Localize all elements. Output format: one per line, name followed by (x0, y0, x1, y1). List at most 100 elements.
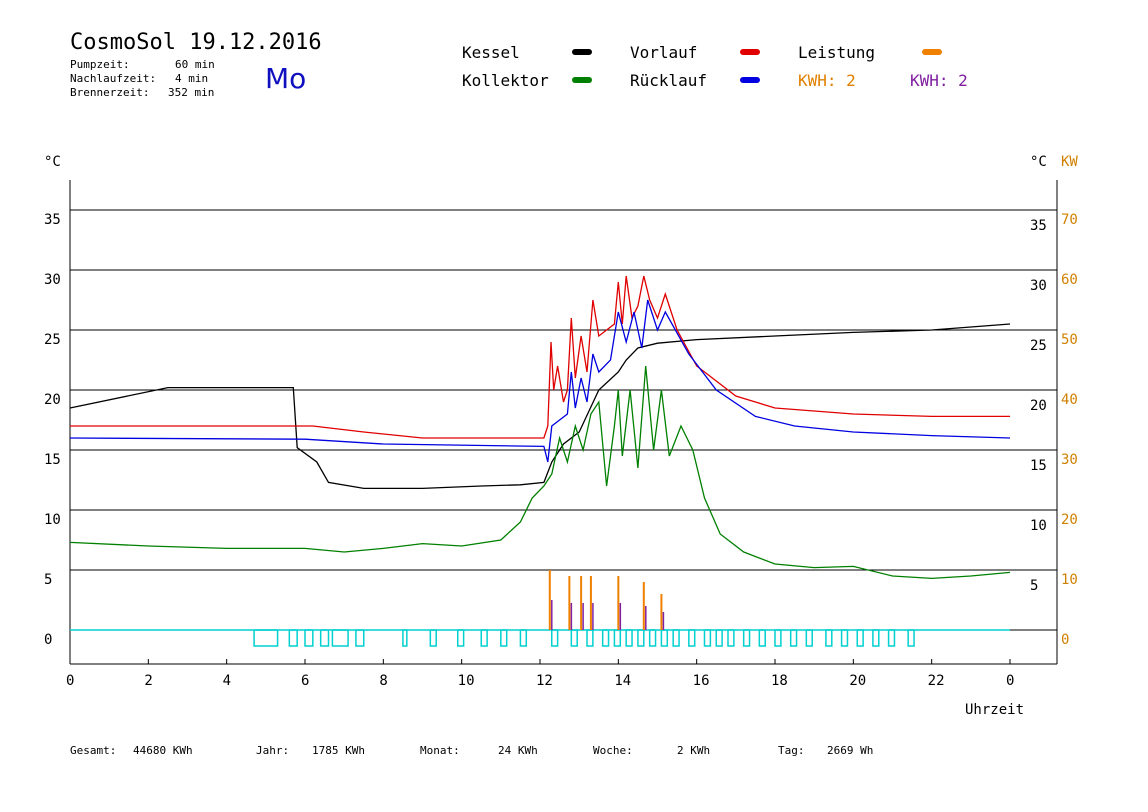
woche-label: Woche: (593, 744, 633, 757)
y-tick-label-right-c: 35 (1030, 218, 1047, 234)
legend-leistung: Leistung (798, 43, 876, 62)
legend-ruecklauf: Rücklauf (630, 71, 708, 90)
pump-pulse (637, 629, 645, 647)
y-tick-label-right-c: 30 (1030, 278, 1047, 294)
y-tick-label-left: 20 (44, 392, 61, 408)
brennerzeit-label: Brennerzeit: (70, 86, 150, 99)
pump-pulse (355, 629, 365, 647)
y-tick-label-right-kw: 50 (1061, 332, 1078, 348)
y-tick-label-left: 30 (44, 272, 61, 288)
pump-pulse (457, 629, 465, 647)
pump-pulse (688, 629, 696, 647)
pump-pulse (288, 629, 298, 647)
pump-pulse (319, 629, 330, 647)
y-tick-label-left: 10 (44, 512, 61, 528)
y-tick-label-right-c: 25 (1030, 338, 1047, 354)
y-tick-label-right-kw: 60 (1061, 272, 1078, 288)
pump-pulse (840, 629, 849, 647)
pump-pulse (253, 629, 279, 647)
pumpzeit-label: Pumpzeit: (70, 58, 130, 71)
y-tick-label-left: 0 (44, 632, 52, 648)
y-tick-label-left: 35 (44, 212, 61, 228)
pump-pulse (304, 629, 314, 647)
x-tick-label: 6 (301, 673, 309, 689)
y-tick-label-left: 5 (44, 572, 52, 588)
x-tick-label: 8 (379, 673, 387, 689)
y-tick-label-right-kw: 20 (1061, 512, 1078, 528)
y-tick-label-right-c: 10 (1030, 518, 1047, 534)
monat-value: 24 KWh (498, 744, 538, 757)
pump-pulse (703, 629, 712, 647)
legend-ruecklauf-swatch (740, 77, 760, 83)
legend-kessel-swatch (572, 49, 592, 55)
brennerzeit-value: 352 min (168, 86, 215, 99)
y-tick-label-right-c: 20 (1030, 398, 1047, 414)
nachlaufzeit-value: 4 min (175, 72, 209, 85)
x-tick-label: 0 (66, 673, 74, 689)
pump-pulse (500, 629, 508, 647)
x-tick-label: 10 (458, 673, 475, 689)
pump-pulse (672, 629, 680, 647)
tag-label: Tag: (778, 744, 805, 757)
y-tick-label-right-kw: 10 (1061, 572, 1078, 588)
y-tick-label-right-kw: 0 (1061, 632, 1069, 648)
x-tick-label: 18 (771, 673, 788, 689)
y-tick-label-right-kw: 30 (1061, 452, 1078, 468)
pump-pulse (570, 629, 578, 647)
x-tick-label: 14 (614, 673, 631, 689)
y-tick-label-left: 15 (44, 452, 61, 468)
monat-label: Monat: (420, 744, 460, 757)
y-tick-label-right-c: 5 (1030, 578, 1038, 594)
y-axis-label-left: °C (44, 154, 61, 170)
woche-value: 2 KWh (677, 744, 711, 757)
legend-vorlauf: Vorlauf (630, 43, 698, 62)
series-line-vorlauf (70, 275, 1010, 439)
pump-pulse (660, 629, 669, 647)
pump-pulse (551, 629, 559, 647)
pump-pulse (429, 629, 437, 647)
page-title: CosmoSol 19.12.2016 (70, 30, 322, 55)
jahr-label: Jahr: (256, 744, 290, 757)
legend-leistung-swatch (922, 49, 942, 55)
y-tick-label-left: 25 (44, 332, 61, 348)
x-tick-label: 20 (849, 673, 866, 689)
weekday-label: Mo (265, 62, 307, 95)
y-tick-label-right-c: 15 (1030, 458, 1047, 474)
y-tick-label-right-kw: 70 (1061, 212, 1078, 228)
gesamt-value: 44680 KWh (133, 744, 193, 757)
legend-kessel: Kessel (462, 43, 520, 62)
pump-pulse (789, 629, 798, 647)
legend-kollektor-swatch (572, 77, 592, 83)
pump-pulse (825, 629, 833, 647)
nachlaufzeit-label: Nachlaufzeit: (70, 72, 157, 85)
tag-value: 2669 Wh (827, 744, 874, 757)
gesamt-label: Gesamt: (70, 744, 117, 757)
legend-vorlauf-swatch (740, 49, 760, 55)
pump-pulse (758, 629, 766, 647)
pump-pulse (648, 629, 657, 647)
pumpzeit-value: 60 min (175, 58, 215, 71)
x-tick-label: 2 (144, 673, 152, 689)
pump-pulse (887, 629, 896, 647)
y-tick-label-right-kw: 40 (1061, 392, 1078, 408)
pump-pulse (774, 629, 782, 647)
legend-kwh-1: KWH: 2 (798, 71, 856, 90)
pump-pulse (601, 629, 610, 647)
pump-pulse (586, 629, 594, 647)
pump-pulse (715, 629, 723, 647)
legend-kwh-2: KWH: 2 (910, 71, 968, 90)
pump-pulse (805, 629, 813, 647)
x-tick-label: 16 (693, 673, 710, 689)
x-tick-label: 12 (536, 673, 553, 689)
y-axis-label-right-c: °C (1030, 154, 1047, 170)
pump-pulse (480, 629, 488, 647)
x-axis-label: Uhrzeit (965, 702, 1024, 718)
pump-pulse (613, 629, 622, 647)
pump-pulse (331, 629, 349, 647)
pump-pulse (625, 629, 633, 647)
x-tick-label: 4 (223, 673, 231, 689)
x-tick-label: 22 (928, 673, 945, 689)
series-line-kessel (69, 323, 1011, 490)
legend-kollektor: Kollektor (462, 71, 549, 90)
